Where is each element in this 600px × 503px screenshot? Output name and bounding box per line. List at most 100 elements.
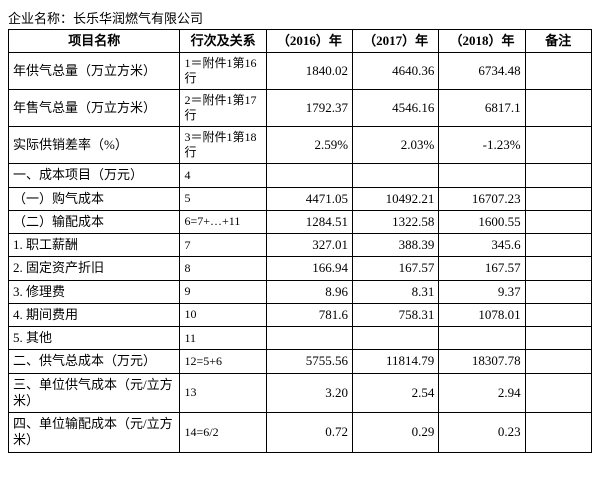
cell-y3: 9.37 (439, 280, 525, 303)
cell-name: 4. 期间费用 (9, 303, 180, 326)
table-row: 4. 期间费用10781.6758.311078.01 (9, 303, 592, 326)
cell-y3: 345.6 (439, 234, 525, 257)
cell-name: 2. 固定资产折旧 (9, 257, 180, 280)
table-row: 三、单位供气成本（元/立方米）133.202.542.94 (9, 373, 592, 413)
cell-y2: 388.39 (353, 234, 439, 257)
cell-rel: 2＝附件1第17行 (180, 90, 266, 127)
cell-note (525, 257, 591, 280)
cell-rel: 4 (180, 164, 266, 187)
company-label: 企业名称： (8, 11, 73, 26)
header-y3: （2018）年 (439, 30, 525, 53)
cell-y3: 6734.48 (439, 53, 525, 90)
cell-rel: 5 (180, 187, 266, 210)
cell-y2: 167.57 (353, 257, 439, 280)
table-row: 3. 修理费98.968.319.37 (9, 280, 592, 303)
cell-name: 三、单位供气成本（元/立方米） (9, 373, 180, 413)
cell-name: 1. 职工薪酬 (9, 234, 180, 257)
table-row: （二）输配成本6=7+…+111284.511322.581600.55 (9, 210, 592, 233)
table-row: （一）购气成本54471.0510492.2116707.23 (9, 187, 592, 210)
cell-name: 四、单位输配成本（元/立方米） (9, 413, 180, 453)
cell-note (525, 90, 591, 127)
table-row: 四、单位输配成本（元/立方米）14=6/20.720.290.23 (9, 413, 592, 453)
cell-rel: 14=6/2 (180, 413, 266, 453)
cell-y2: 2.54 (353, 373, 439, 413)
header-y1: （2016）年 (266, 30, 352, 53)
cell-y3: -1.23% (439, 127, 525, 164)
header-y2: （2017）年 (353, 30, 439, 53)
header-note: 备注 (525, 30, 591, 53)
cell-y3: 18307.78 (439, 350, 525, 373)
cell-y2 (353, 327, 439, 350)
cell-name: 实际供销差率（%） (9, 127, 180, 164)
company-line: 企业名称：长乐华润燃气有限公司 (8, 8, 592, 27)
cell-y2: 11814.79 (353, 350, 439, 373)
cell-y2: 4640.36 (353, 53, 439, 90)
cell-y1 (266, 327, 352, 350)
table-row: 1. 职工薪酬7327.01388.39345.6 (9, 234, 592, 257)
cost-table: 项目名称 行次及关系 （2016）年 （2017）年 （2018）年 备注 年供… (8, 29, 592, 453)
header-name: 项目名称 (9, 30, 180, 53)
cell-name: 二、供气总成本（万元） (9, 350, 180, 373)
cell-note (525, 327, 591, 350)
cell-note (525, 280, 591, 303)
cell-note (525, 373, 591, 413)
cell-rel: 8 (180, 257, 266, 280)
cell-y1: 0.72 (266, 413, 352, 453)
cell-note (525, 413, 591, 453)
cell-y1: 2.59% (266, 127, 352, 164)
cell-rel: 9 (180, 280, 266, 303)
cell-name: 年售气总量（万立方米） (9, 90, 180, 127)
cell-rel: 1＝附件1第16行 (180, 53, 266, 90)
cell-y2: 758.31 (353, 303, 439, 326)
cell-y1: 1840.02 (266, 53, 352, 90)
cell-note (525, 350, 591, 373)
table-row: 一、成本项目（万元）4 (9, 164, 592, 187)
cell-y3 (439, 327, 525, 350)
cell-y2: 2.03% (353, 127, 439, 164)
cell-y3 (439, 164, 525, 187)
cell-name: 一、成本项目（万元） (9, 164, 180, 187)
cell-name: 5. 其他 (9, 327, 180, 350)
cell-note (525, 303, 591, 326)
table-row: 5. 其他11 (9, 327, 592, 350)
cell-rel: 10 (180, 303, 266, 326)
cell-name: （一）购气成本 (9, 187, 180, 210)
cell-y1: 327.01 (266, 234, 352, 257)
cell-y2: 10492.21 (353, 187, 439, 210)
cell-rel: 6=7+…+11 (180, 210, 266, 233)
table-body: 年供气总量（万立方米）1＝附件1第16行1840.024640.366734.4… (9, 53, 592, 452)
cell-y1 (266, 164, 352, 187)
cell-y1: 8.96 (266, 280, 352, 303)
cell-rel: 12=5+6 (180, 350, 266, 373)
cell-rel: 11 (180, 327, 266, 350)
cell-name: （二）输配成本 (9, 210, 180, 233)
cell-y1: 5755.56 (266, 350, 352, 373)
cell-rel: 7 (180, 234, 266, 257)
cell-name: 3. 修理费 (9, 280, 180, 303)
cell-rel: 3＝附件1第18行 (180, 127, 266, 164)
cell-note (525, 53, 591, 90)
cell-y1: 1792.37 (266, 90, 352, 127)
cell-y1: 1284.51 (266, 210, 352, 233)
cell-y3: 6817.1 (439, 90, 525, 127)
cell-y1: 781.6 (266, 303, 352, 326)
cell-y3: 0.23 (439, 413, 525, 453)
table-row: 2. 固定资产折旧8166.94167.57167.57 (9, 257, 592, 280)
cell-y1: 4471.05 (266, 187, 352, 210)
cell-note (525, 127, 591, 164)
cell-y3: 2.94 (439, 373, 525, 413)
cell-y3: 167.57 (439, 257, 525, 280)
cell-y3: 16707.23 (439, 187, 525, 210)
cell-name: 年供气总量（万立方米） (9, 53, 180, 90)
cell-y2: 8.31 (353, 280, 439, 303)
cell-y1: 166.94 (266, 257, 352, 280)
table-row: 二、供气总成本（万元）12=5+65755.5611814.7918307.78 (9, 350, 592, 373)
cell-y1: 3.20 (266, 373, 352, 413)
cell-rel: 13 (180, 373, 266, 413)
company-name: 长乐华润燃气有限公司 (73, 11, 203, 26)
table-row: 年售气总量（万立方米）2＝附件1第17行1792.374546.166817.1 (9, 90, 592, 127)
cell-y2: 0.29 (353, 413, 439, 453)
cell-note (525, 164, 591, 187)
cell-y3: 1600.55 (439, 210, 525, 233)
cell-note (525, 187, 591, 210)
